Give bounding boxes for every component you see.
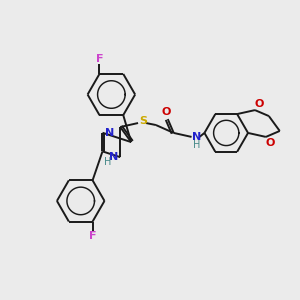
Text: N: N	[105, 128, 114, 138]
Text: H: H	[193, 140, 200, 150]
Text: O: O	[161, 107, 170, 117]
Text: O: O	[254, 99, 264, 109]
Text: O: O	[265, 138, 274, 148]
Text: S: S	[139, 116, 147, 126]
Text: H: H	[104, 157, 111, 167]
Text: F: F	[96, 54, 103, 64]
Text: F: F	[89, 231, 96, 242]
Text: N: N	[109, 152, 118, 162]
Text: N: N	[192, 132, 201, 142]
